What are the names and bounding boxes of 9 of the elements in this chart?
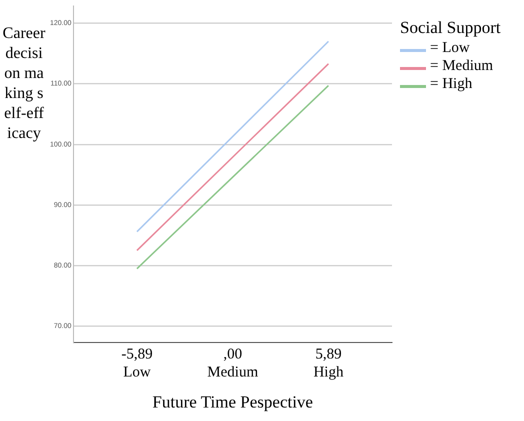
legend-title: Social Support (400, 18, 501, 38)
legend-label: = Medium (430, 57, 494, 75)
x-tick-label: ,00 Medium (207, 346, 258, 381)
x-tick-label: 5,89 High (313, 346, 344, 381)
y-axis-title: Career decision making self-efficacy (2, 24, 46, 144)
legend-label: = Low (430, 39, 470, 57)
x-tick-label: -5,89 Low (121, 346, 153, 381)
legend-label: = High (430, 75, 472, 93)
x-axis-title: Future Time Pespective (152, 392, 313, 412)
